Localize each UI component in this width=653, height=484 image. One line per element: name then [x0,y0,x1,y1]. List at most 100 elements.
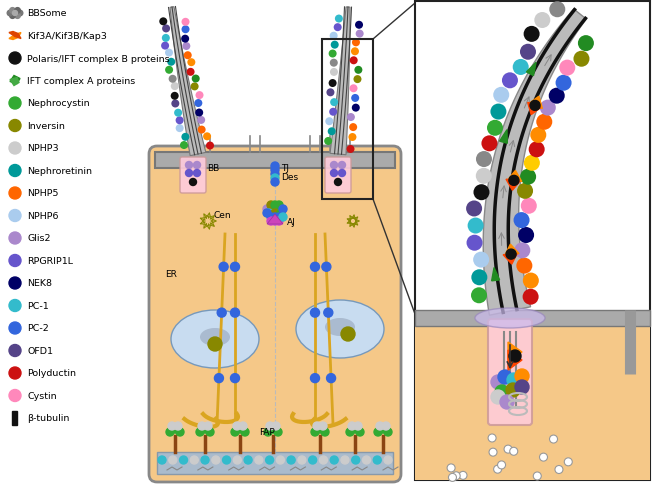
Circle shape [9,165,21,177]
Circle shape [263,206,271,213]
Circle shape [201,425,209,433]
Circle shape [324,308,333,318]
Circle shape [313,422,321,430]
Circle shape [265,210,273,217]
Circle shape [271,163,279,171]
Circle shape [564,458,572,466]
Text: Des: Des [281,173,298,182]
Circle shape [517,183,533,199]
Text: Cystin: Cystin [27,391,57,400]
Circle shape [276,456,284,464]
Circle shape [174,422,182,430]
Circle shape [328,128,336,136]
Circle shape [275,201,283,210]
Text: NPHP5: NPHP5 [27,189,59,198]
Circle shape [355,22,363,30]
Circle shape [189,179,197,186]
Circle shape [311,428,319,436]
Ellipse shape [475,308,545,328]
Circle shape [473,185,490,201]
Circle shape [271,166,279,175]
Circle shape [529,142,545,158]
Circle shape [174,109,182,118]
Circle shape [556,76,571,91]
Circle shape [192,76,200,83]
Ellipse shape [200,328,230,346]
Circle shape [310,374,319,383]
Circle shape [521,198,537,214]
Circle shape [274,428,282,436]
Circle shape [362,456,370,464]
Circle shape [353,76,362,84]
Circle shape [277,210,285,217]
Polygon shape [170,8,206,156]
Circle shape [476,151,492,167]
Circle shape [161,43,169,50]
Circle shape [185,162,193,169]
Circle shape [231,428,239,436]
Circle shape [267,201,275,210]
Circle shape [168,456,177,464]
Circle shape [183,52,192,60]
Circle shape [509,176,519,186]
Circle shape [180,456,187,464]
Circle shape [513,212,530,228]
Circle shape [459,471,467,479]
Circle shape [356,30,364,39]
Polygon shape [330,8,350,155]
Circle shape [190,456,199,464]
Circle shape [275,213,283,222]
Text: PC-1: PC-1 [27,302,49,310]
Circle shape [504,445,512,453]
Circle shape [9,322,21,334]
Circle shape [341,456,349,464]
Circle shape [374,428,382,436]
Circle shape [195,109,203,117]
Circle shape [176,117,183,125]
Text: Cen: Cen [213,211,231,220]
Circle shape [275,217,283,226]
Text: IFT complex A proteins: IFT complex A proteins [27,77,135,86]
Circle shape [9,53,21,65]
Circle shape [321,428,329,436]
Ellipse shape [325,318,355,336]
Polygon shape [10,76,20,84]
Circle shape [349,134,357,142]
Circle shape [279,206,287,213]
Circle shape [488,434,496,442]
Circle shape [9,143,21,155]
Circle shape [182,26,189,34]
Circle shape [555,466,563,473]
Circle shape [447,464,455,472]
Circle shape [500,395,514,409]
Ellipse shape [171,310,259,368]
Polygon shape [500,130,507,144]
Circle shape [195,92,204,100]
Circle shape [182,19,189,27]
Bar [12,411,17,425]
Circle shape [540,100,556,116]
Text: AJ: AJ [287,217,296,227]
Circle shape [244,456,252,464]
Circle shape [195,100,202,108]
Circle shape [384,456,392,464]
Circle shape [263,210,271,217]
Circle shape [352,105,360,112]
Circle shape [203,133,211,141]
Circle shape [168,422,176,430]
Circle shape [185,170,193,177]
Circle shape [330,42,339,49]
Circle shape [267,217,275,226]
Circle shape [530,128,547,144]
Circle shape [328,80,336,88]
Circle shape [334,24,342,32]
Circle shape [347,114,355,122]
Circle shape [513,60,529,76]
Circle shape [355,67,362,75]
Circle shape [379,425,387,433]
Bar [415,322,650,480]
Circle shape [471,270,487,286]
Circle shape [9,390,21,402]
Text: NPHP6: NPHP6 [27,212,59,221]
Circle shape [328,50,337,59]
